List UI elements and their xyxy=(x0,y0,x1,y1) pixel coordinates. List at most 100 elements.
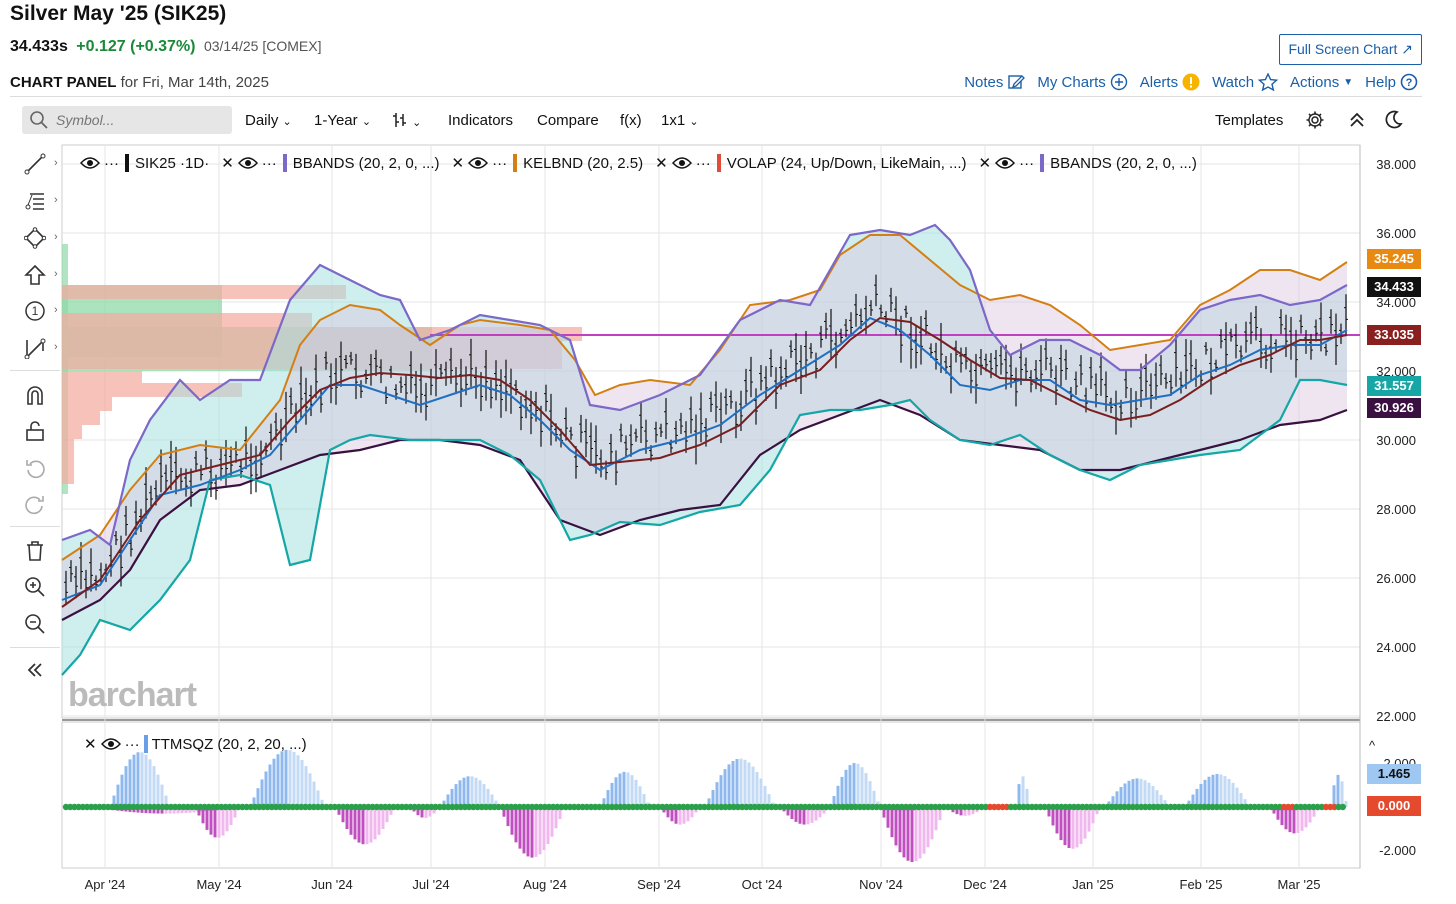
close-icon[interactable]: ✕ xyxy=(978,155,992,172)
squeeze-bar xyxy=(229,807,233,826)
squeeze-bar xyxy=(864,773,868,807)
bollinger-lower-line xyxy=(61,378,1348,676)
fx-button[interactable]: f(x) xyxy=(620,112,642,129)
squeeze-bar xyxy=(686,807,690,822)
squeeze-bar xyxy=(836,785,840,807)
alerts-link[interactable]: Alerts xyxy=(1140,73,1200,91)
eye-icon[interactable] xyxy=(80,156,100,170)
chevron-right-icon: › xyxy=(54,268,58,280)
delete-button[interactable] xyxy=(22,538,48,564)
squeeze-bar xyxy=(1155,790,1159,807)
squeeze-bar xyxy=(618,773,622,807)
symbol-input[interactable] xyxy=(54,111,228,129)
x-axis-label: Sep '24 xyxy=(637,877,681,892)
layout-dropdown[interactable]: 1x1 ⌄ xyxy=(661,112,699,129)
line-tool[interactable]: › xyxy=(22,151,58,177)
x-axis-label: Apr '24 xyxy=(85,877,126,892)
lock-tool[interactable] xyxy=(22,418,48,444)
legend-menu-icon[interactable]: ··· xyxy=(492,154,508,172)
templates-button[interactable]: Templates xyxy=(1215,112,1284,129)
eye-icon[interactable] xyxy=(995,156,1016,170)
squeeze-bar xyxy=(1300,807,1304,831)
squeeze-bar xyxy=(622,771,626,807)
notes-link[interactable]: Notes xyxy=(964,73,1026,91)
squeeze-bar xyxy=(822,807,826,814)
squeeze-bar xyxy=(233,807,237,818)
squeeze-bar xyxy=(1199,783,1203,807)
squeeze-bar xyxy=(1276,807,1280,820)
squeeze-bar xyxy=(1127,780,1131,807)
plus-circle-icon xyxy=(1110,73,1127,91)
settings-button[interactable] xyxy=(1305,110,1325,134)
redo-button[interactable] xyxy=(22,491,48,517)
caret-up-icon: ^ xyxy=(1369,738,1376,753)
collapse-button[interactable] xyxy=(1348,110,1366,134)
interval-dropdown[interactable]: Daily ⌄ xyxy=(245,112,292,129)
squeeze-bar xyxy=(462,777,466,807)
squeeze-bar xyxy=(1312,807,1316,817)
zoom-out-button[interactable] xyxy=(22,611,48,637)
squeeze-bar xyxy=(798,807,802,824)
legend-swatch xyxy=(1040,154,1045,172)
squeeze-bar xyxy=(124,766,128,807)
squeeze-bar xyxy=(264,771,268,807)
close-icon[interactable]: ✕ xyxy=(221,155,234,172)
full-screen-button[interactable]: Full Screen Chart ↗ xyxy=(1279,34,1422,65)
squeeze-bar xyxy=(510,807,514,835)
actions-link[interactable]: Actions ▼ xyxy=(1290,73,1353,91)
squeeze-bar xyxy=(614,777,618,807)
squeeze-bar xyxy=(715,782,719,807)
help-link[interactable]: Help ? xyxy=(1365,73,1418,91)
annotation-tool[interactable]: 1 › xyxy=(22,298,58,324)
y-axis-label: 30.000 xyxy=(1376,433,1416,448)
number-marker-icon: 1 xyxy=(25,301,45,321)
zoom-out-icon xyxy=(25,614,45,634)
measure-tool[interactable]: › xyxy=(22,335,58,361)
x-axis-label: Feb '25 xyxy=(1180,877,1223,892)
symbol-search[interactable] xyxy=(22,106,232,134)
period-dropdown[interactable]: 1-Year ⌄ xyxy=(314,112,371,129)
squeeze-bar xyxy=(902,807,906,858)
squeeze-bar xyxy=(482,784,486,807)
undo-button[interactable] xyxy=(22,455,48,481)
chart-type-dropdown[interactable]: ⌄ xyxy=(392,112,421,130)
my-charts-link[interactable]: My Charts xyxy=(1037,73,1127,91)
squeeze-bar xyxy=(666,807,670,818)
legend-menu-icon[interactable]: ··· xyxy=(104,154,119,172)
shape-tool[interactable]: › xyxy=(22,225,58,251)
watch-link[interactable]: Watch xyxy=(1212,73,1279,91)
squeeze-bar xyxy=(554,807,558,829)
squeeze-bar xyxy=(296,755,300,807)
eye-icon[interactable] xyxy=(100,737,121,751)
magnet-tool[interactable] xyxy=(22,382,48,408)
svg-text:1: 1 xyxy=(32,304,39,318)
eye-icon[interactable] xyxy=(468,156,489,170)
price-tag: 31.557 xyxy=(1367,376,1421,397)
legend-menu-icon[interactable]: ··· xyxy=(695,154,711,172)
fib-tool[interactable]: › xyxy=(22,188,58,214)
compare-button[interactable]: Compare xyxy=(537,112,599,129)
close-icon[interactable]: ✕ xyxy=(451,155,465,172)
chevron-right-icon: › xyxy=(54,231,58,243)
eye-icon[interactable] xyxy=(671,156,692,170)
eye-icon[interactable] xyxy=(237,156,258,170)
squeeze-bar xyxy=(341,807,345,823)
price-tag: 30.926 xyxy=(1367,398,1421,419)
legend-menu-icon[interactable]: ··· xyxy=(261,154,277,172)
close-icon[interactable]: ✕ xyxy=(655,155,668,172)
zoom-in-button[interactable] xyxy=(22,574,48,600)
legend-menu-icon[interactable]: ··· xyxy=(124,735,140,753)
indicators-button[interactable]: Indicators xyxy=(448,112,514,129)
legend-menu-icon[interactable]: ··· xyxy=(1019,154,1035,172)
squeeze-bar xyxy=(288,750,292,807)
collapse-sidebar-button[interactable] xyxy=(22,657,48,683)
dark-mode-button[interactable] xyxy=(1383,110,1403,134)
close-icon[interactable]: ✕ xyxy=(84,736,97,753)
unlock-icon xyxy=(26,421,44,441)
squeeze-bar xyxy=(156,774,160,807)
x-axis-label: Jan '25 xyxy=(1072,877,1114,892)
squeeze-bar xyxy=(225,807,229,832)
y-axis-label: 34.000 xyxy=(1376,295,1416,310)
arrow-tool[interactable]: › xyxy=(22,262,58,288)
